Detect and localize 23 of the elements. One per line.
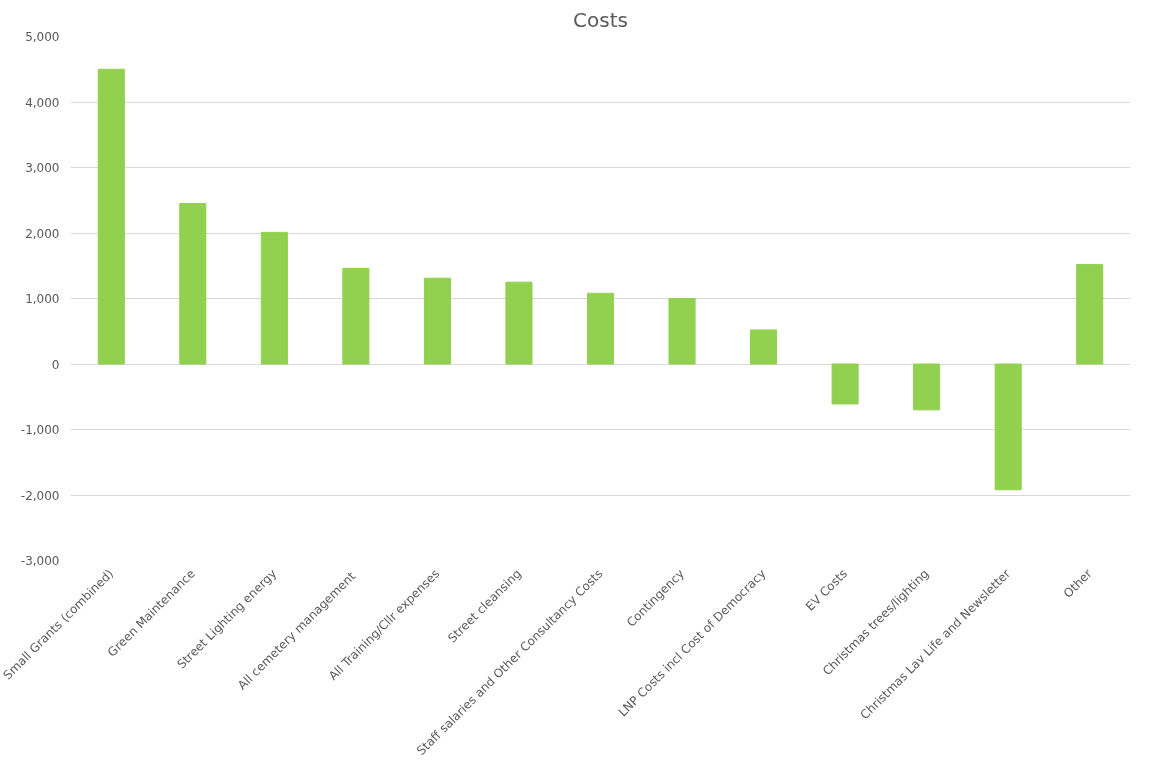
bar xyxy=(831,363,859,405)
bar xyxy=(179,203,207,365)
bar xyxy=(423,277,451,365)
bar xyxy=(586,292,615,365)
bar xyxy=(913,363,941,411)
y-tick-label: 2,000 xyxy=(25,226,60,241)
y-tick-label: 4,000 xyxy=(25,95,60,110)
y-tick-label: -1,000 xyxy=(20,423,60,437)
bar xyxy=(505,281,533,365)
bar xyxy=(1076,263,1104,365)
y-tick-label: -3,000 xyxy=(20,554,60,568)
bar xyxy=(342,267,370,365)
y-tick-label: 5,000 xyxy=(25,30,60,44)
y-tick-label: 3,000 xyxy=(25,161,60,175)
bar xyxy=(668,298,696,365)
bar xyxy=(750,329,778,365)
chart-title: Costs xyxy=(573,7,628,32)
y-tick-label: -2,000 xyxy=(20,488,60,503)
bar xyxy=(994,363,1022,491)
bar xyxy=(97,68,125,365)
y-tick-label: 1,000 xyxy=(25,292,60,306)
bar xyxy=(260,231,288,365)
y-tick-label: 0 xyxy=(51,357,60,372)
